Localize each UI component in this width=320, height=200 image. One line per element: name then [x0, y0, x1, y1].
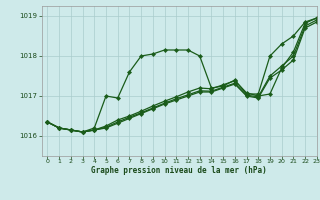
X-axis label: Graphe pression niveau de la mer (hPa): Graphe pression niveau de la mer (hPa) [91, 166, 267, 175]
